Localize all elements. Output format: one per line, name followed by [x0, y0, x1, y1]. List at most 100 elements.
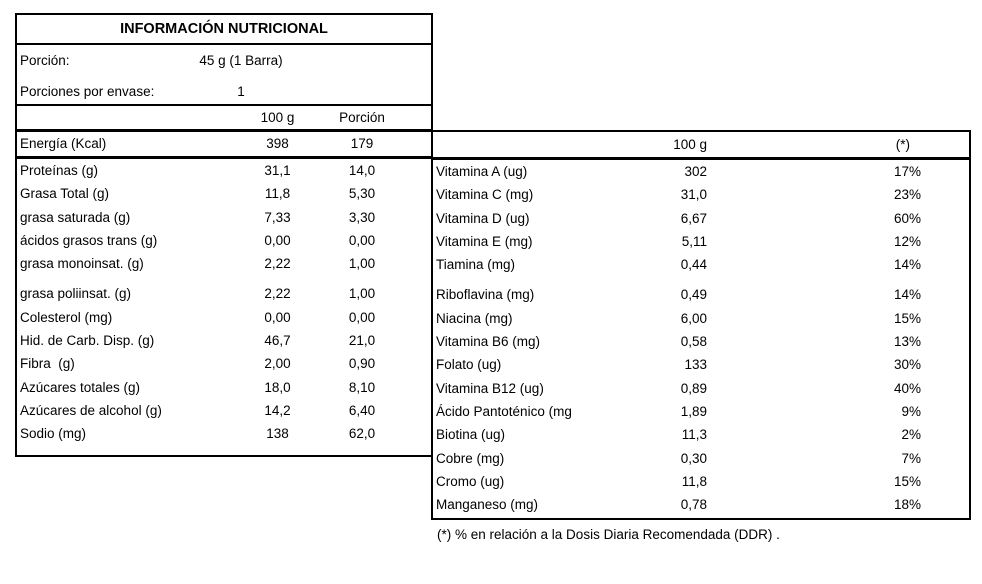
- nutrient-row: Fibra (g) 2,00 0,90: [17, 352, 431, 375]
- vitamin-label: Biotina (ug): [436, 427, 506, 443]
- nutrient-label: Azúcares de alcohol (g): [20, 402, 162, 418]
- header-per-100g: 100 g: [673, 137, 707, 152]
- column-headers: 100 g (*): [433, 132, 969, 160]
- vitamin-label: Vitamina A (ug): [436, 164, 528, 179]
- value-per-100g: 2,22: [264, 256, 291, 272]
- ddr-percent: 30%: [893, 357, 921, 373]
- value-per-100g: 14,2: [264, 402, 291, 418]
- value-per-portion: 1,00: [348, 256, 376, 272]
- value-per-100g: 0,78: [680, 497, 707, 513]
- nutrient-label: grasa saturada (g): [20, 209, 131, 225]
- vitamin-row: Vitamina B12 (ug) 0,89 40%: [433, 377, 969, 400]
- vitamin-row: Vitamina B6 (mg) 0,58 13%: [433, 330, 969, 353]
- vitamin-label: Riboflavina (mg): [436, 287, 535, 303]
- row-gap: [433, 276, 969, 283]
- vitamin-label: Vitamina B12 (ug): [436, 380, 544, 396]
- nutrient-label: Azúcares totales (g): [20, 379, 141, 395]
- value-per-100g: 31,0: [680, 187, 707, 203]
- vitamin-label: Folato (ug): [436, 357, 502, 373]
- value-per-100g: 7,33: [264, 209, 291, 225]
- vitamin-rows-group2: Riboflavina (mg) 0,49 14% Niacina (mg) 6,00 1…: [433, 283, 969, 516]
- value-per-portion: 21,0: [348, 333, 376, 349]
- value-per-100g: 138: [266, 426, 289, 442]
- nutrient-label: Energía (Kcal): [20, 136, 107, 151]
- vitamin-row: Riboflavina (mg) 0,49 14%: [433, 283, 969, 306]
- value-per-100g: 6,00: [680, 310, 707, 326]
- column-headers: 100 g Porción: [17, 106, 431, 132]
- value-per-portion: 62,0: [348, 426, 376, 442]
- vitamin-label: Vitamina B6 (mg): [436, 334, 541, 350]
- vitamin-label: Cromo (ug): [436, 473, 505, 489]
- value-per-portion: 0,90: [348, 356, 376, 372]
- ddr-percent: 18%: [893, 497, 921, 513]
- vitamins-minerals-table: 100 g (*) Vitamina A (ug) 302 17% Vitamina …: [431, 130, 971, 520]
- value-per-100g: 1,89: [680, 403, 707, 419]
- value-per-100g: 0,00: [264, 309, 291, 325]
- value-per-portion: 0,00: [348, 309, 376, 325]
- value-per-100g: 0,49: [680, 287, 707, 303]
- value-per-100g: 0,89: [680, 380, 707, 396]
- ddr-percent: 9%: [901, 403, 921, 419]
- servings-row: Porciones por envase: 1: [17, 76, 431, 106]
- nutrient-row: Grasa Total (g) 11,8 5,30: [17, 182, 431, 205]
- vitamin-label: Niacina (mg): [436, 310, 513, 326]
- value-per-100g: 302: [684, 164, 707, 179]
- value-per-portion: 3,30: [348, 209, 376, 225]
- nutrient-rows-group2: grasa poliinsat. (g) 2,22 1,00 Colesterol (…: [17, 282, 431, 445]
- vitamin-label: Vitamina D (ug): [436, 210, 530, 226]
- portion-value: 45 g (1 Barra): [199, 53, 283, 68]
- vitamin-label: Tiamina (mg): [436, 257, 516, 273]
- value-per-100g: 0,00: [264, 232, 291, 248]
- ddr-percent: 13%: [893, 334, 921, 350]
- value-per-portion: 5,30: [348, 186, 376, 202]
- nutrient-row: Sodio (mg) 138 62,0: [17, 422, 431, 445]
- nutrient-label: Colesterol (mg): [20, 309, 113, 325]
- nutrient-label: Hid. de Carb. Disp. (g): [20, 333, 155, 349]
- value-per-100g: 46,7: [264, 333, 291, 349]
- nutrient-label: Grasa Total (g): [20, 186, 110, 202]
- nutrient-label: ácidos grasos trans (g): [20, 232, 158, 248]
- value-per-100g: 398: [266, 136, 289, 151]
- nutrient-row: Proteínas (g) 31,1 14,0: [17, 159, 431, 182]
- value-per-100g: 5,11: [681, 233, 707, 249]
- table-title: INFORMACIÓN NUTRICIONAL: [17, 15, 431, 45]
- value-per-100g: 133: [684, 357, 707, 373]
- ddr-percent: 7%: [901, 450, 921, 466]
- value-per-portion: 179: [350, 136, 374, 151]
- header-portion: Porción: [339, 110, 385, 125]
- vitamin-row: Vitamina E (mg) 5,11 12%: [433, 230, 969, 253]
- value-per-100g: 18,0: [264, 379, 291, 395]
- vitamin-row: Tiamina (mg) 0,44 14%: [433, 253, 969, 276]
- vitamin-row: Cromo (ug) 11,8 15%: [433, 470, 969, 493]
- value-per-portion: 0,00: [348, 232, 376, 248]
- portion-row: Porción: 45 g (1 Barra): [17, 45, 431, 76]
- vitamin-label: Vitamina E (mg): [436, 233, 533, 249]
- vitamin-label: Ácido Pantoténico (mg: [436, 403, 572, 419]
- ddr-percent: 17%: [893, 164, 921, 179]
- nutrient-rows-group1: Proteínas (g) 31,1 14,0 Grasa Total (g) 11,8…: [17, 159, 431, 275]
- value-per-portion: 8,10: [348, 379, 376, 395]
- servings-value: 1: [237, 84, 245, 99]
- nutrient-label: grasa poliinsat. (g): [20, 286, 132, 302]
- vitamin-row: Vitamina A (ug) 302 17%: [433, 160, 969, 183]
- nutrient-row: grasa poliinsat. (g) 2,22 1,00: [17, 282, 431, 305]
- value-per-100g: 0,44: [680, 257, 707, 273]
- nutrient-row: Hid. de Carb. Disp. (g) 46,7 21,0: [17, 329, 431, 352]
- nutrient-label: grasa monoinsat. (g): [20, 256, 144, 272]
- value-per-100g: 6,67: [680, 210, 707, 226]
- vitamin-label: Manganeso (mg): [436, 497, 539, 513]
- ddr-percent: 12%: [893, 233, 921, 249]
- value-per-100g: 11,8: [681, 473, 707, 489]
- value-per-portion: 14,0: [348, 163, 376, 178]
- nutrient-row: grasa monoinsat. (g) 2,22 1,00: [17, 252, 431, 275]
- vitamin-label: Cobre (mg): [436, 450, 505, 466]
- value-per-portion: 1,00: [348, 286, 376, 302]
- nutrient-label: Fibra (g): [20, 356, 75, 372]
- nutrient-row: Azúcares de alcohol (g) 14,2 6,40: [17, 399, 431, 422]
- value-per-100g: 11,8: [264, 186, 291, 202]
- nutrient-row: Colesterol (mg) 0,00 0,00: [17, 306, 431, 329]
- servings-label: Porciones por envase:: [20, 84, 155, 99]
- nutrition-facts-table: INFORMACIÓN NUTRICIONAL Porción: 45 g (1…: [15, 13, 433, 457]
- vitamin-rows-group1: Vitamina A (ug) 302 17% Vitamina C (mg) 31,0…: [433, 160, 969, 276]
- ddr-footnote: (*) % en relación a la Dosis Diaria Reco…: [437, 527, 780, 542]
